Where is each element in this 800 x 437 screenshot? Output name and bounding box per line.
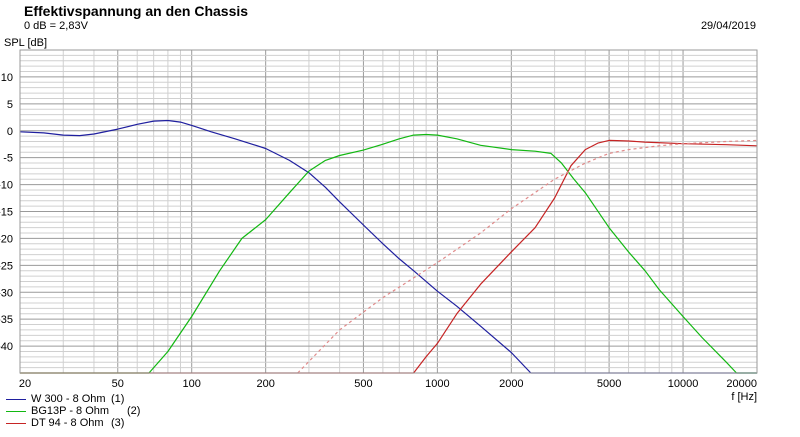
legend-swatch-w300: [6, 399, 26, 400]
x-tick-label: 20000: [726, 378, 757, 390]
legend-label-bg13p: BG13P - 8 Ohm: [31, 405, 110, 417]
y-tick-label: -15: [0, 207, 13, 219]
x-tick-label: 2000: [499, 378, 523, 390]
y-tick-label: -10: [0, 180, 13, 192]
legend-number-w300: (1): [111, 393, 125, 405]
y-tick-label: -35: [0, 314, 13, 326]
x-tick-label: 20: [19, 378, 31, 390]
chart-date: 29/04/2019: [700, 20, 756, 32]
legend-label-dt94: DT 94 - 8 Ohm: [31, 417, 104, 429]
series-layer: [19, 119, 758, 374]
y-tick-label: 10: [1, 72, 13, 84]
x-tick-label: 50: [112, 378, 124, 390]
series-line-dashed: [297, 139, 758, 374]
y-tick-label: -40: [0, 341, 13, 353]
x-tick-label: 100: [183, 378, 201, 390]
x-axis-label: f [Hz]: [731, 391, 757, 403]
x-tick-label: 5000: [597, 378, 621, 390]
x-tick-label: 10000: [668, 378, 699, 390]
chart-title: Effektivspannung an den Chassis: [24, 3, 249, 19]
chart-subtitle: 0 dB = 2,83V: [24, 20, 88, 32]
legend-label-w300: W 300 - 8 Ohm: [31, 393, 106, 405]
series-line-1: [19, 119, 757, 374]
plot-frame: [19, 49, 758, 374]
series-line-2: [20, 133, 757, 374]
grid: [20, 50, 757, 373]
legend-number-dt94: (3): [111, 417, 125, 429]
y-tick-label: -5: [3, 153, 13, 165]
y-tick-label: 5: [7, 99, 13, 111]
y-tick-label: -30: [0, 287, 13, 299]
x-tick-label: 500: [354, 378, 372, 390]
x-tick-label: 1000: [425, 378, 449, 390]
legend-swatch-bg13p: [6, 411, 26, 412]
series-line-3: [20, 139, 758, 374]
y-tick-label: -25: [0, 260, 13, 272]
x-tick-label: 200: [256, 378, 274, 390]
y-tick-label: 0: [7, 126, 13, 138]
legend-swatch-dt94: [6, 423, 26, 424]
y-axis-label: SPL [dB]: [4, 37, 47, 49]
tick-labels: 1050-5-10-15-20-25-30-35-402050100200500…: [0, 72, 757, 390]
legend-number-bg13p: (2): [127, 405, 141, 417]
y-tick-label: -20: [0, 233, 13, 245]
